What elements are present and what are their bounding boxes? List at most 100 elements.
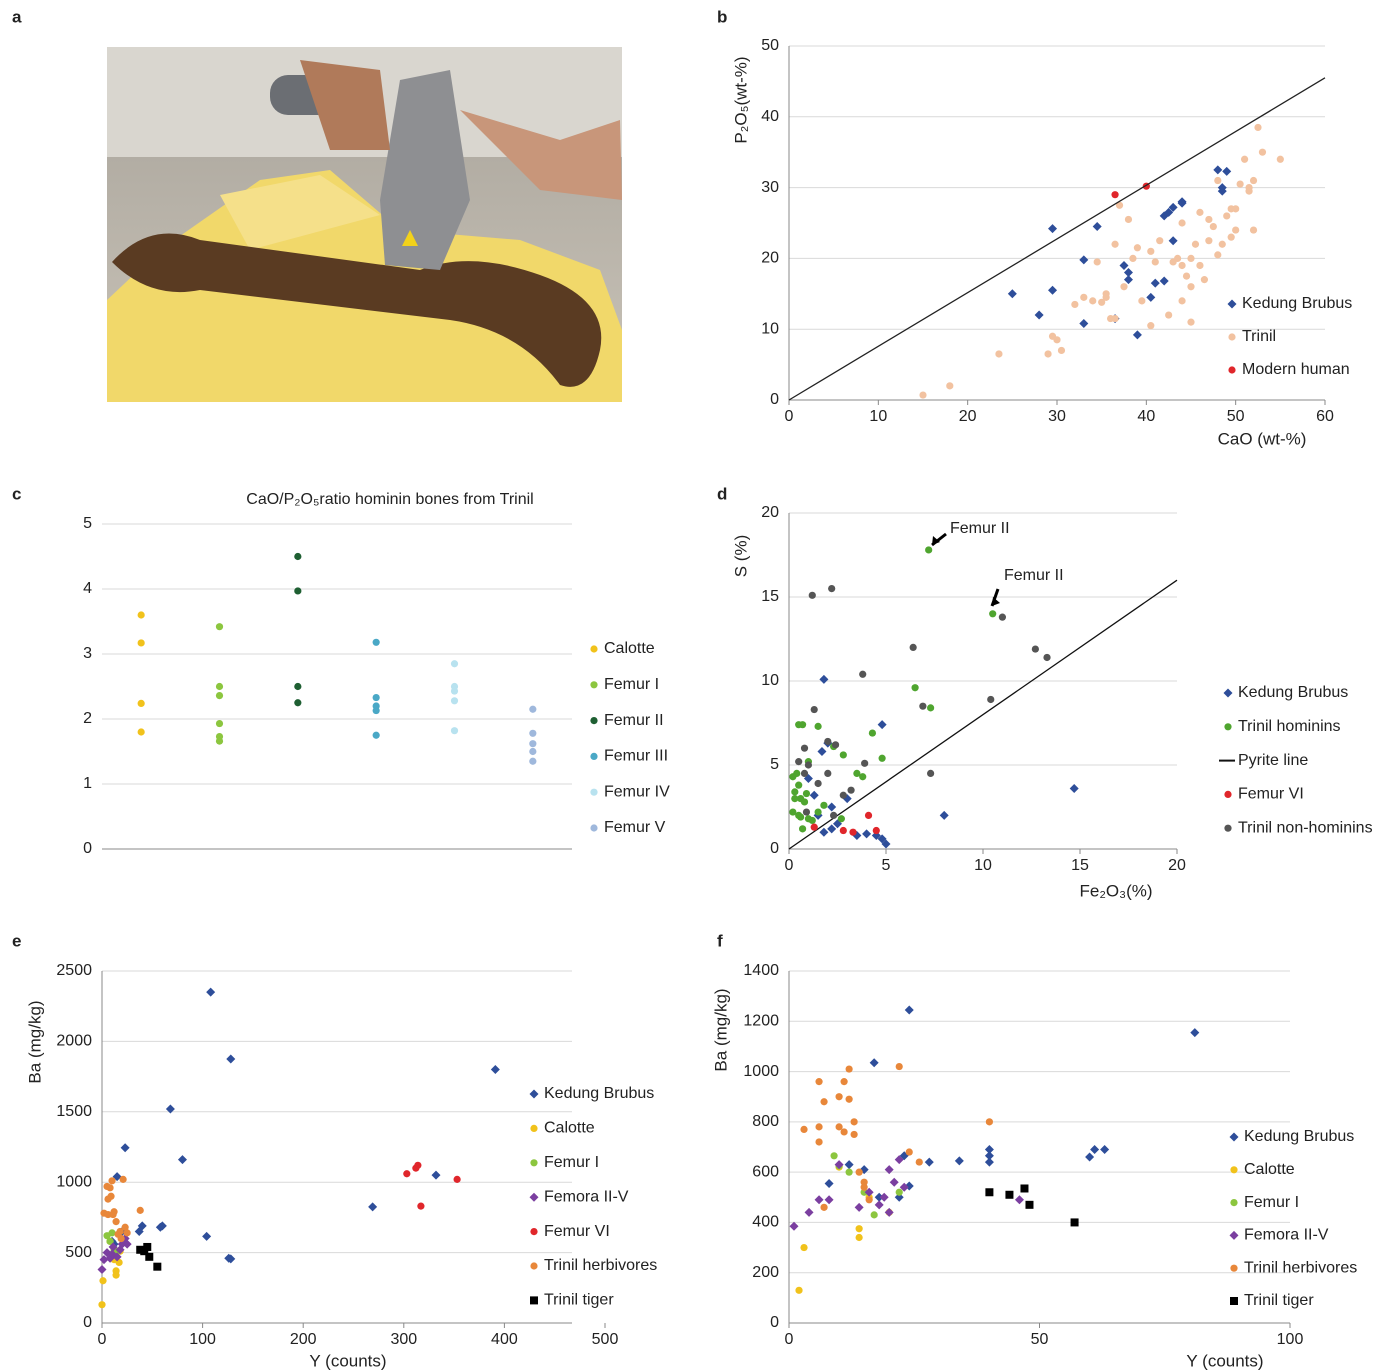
data-point <box>1044 350 1052 358</box>
data-point <box>136 1206 144 1214</box>
data-point <box>145 1252 154 1261</box>
data-point <box>1187 318 1195 326</box>
legend-label: Calotte <box>544 1120 595 1137</box>
annotation: Femur II <box>1004 567 1064 584</box>
data-point <box>802 789 811 798</box>
data-point <box>1222 166 1232 176</box>
data-point <box>789 808 797 816</box>
legend-label: Kedung Brubus <box>1238 684 1348 701</box>
data-point <box>1120 283 1128 291</box>
x-tick-label: 300 <box>390 1331 417 1348</box>
data-point <box>294 682 302 691</box>
legend-swatch <box>1224 824 1232 832</box>
legend-swatch <box>1229 1230 1239 1240</box>
x-tick-label: 10 <box>869 408 887 425</box>
data-point <box>870 1211 878 1219</box>
data-point <box>165 1104 175 1114</box>
data-point <box>835 1093 843 1101</box>
data-point <box>868 729 877 737</box>
panel-label: e <box>12 931 21 950</box>
data-point <box>109 1210 117 1219</box>
data-point <box>1205 215 1213 224</box>
data-point <box>874 1192 884 1202</box>
y-tick-label: 1400 <box>743 962 779 979</box>
data-point <box>1258 148 1267 156</box>
data-point <box>294 552 302 561</box>
data-point <box>998 613 1007 621</box>
data-point <box>453 1175 461 1183</box>
data-point <box>106 1237 114 1245</box>
data-point <box>820 1098 828 1106</box>
panel-label: a <box>12 7 22 26</box>
data-point <box>791 795 799 803</box>
data-point <box>1005 1190 1014 1199</box>
x-tick-label: 40 <box>1137 408 1155 425</box>
data-point <box>989 610 997 618</box>
data-point <box>810 823 818 831</box>
x-tick-label: 60 <box>1316 408 1334 425</box>
data-point <box>215 692 224 700</box>
data-point <box>1090 1145 1100 1155</box>
data-point <box>810 705 818 714</box>
data-point <box>1147 322 1155 330</box>
data-point <box>417 1202 425 1210</box>
data-point <box>1138 297 1146 305</box>
x-tick-label: 15 <box>1071 857 1089 874</box>
data-point <box>107 1192 115 1200</box>
data-point <box>804 761 813 769</box>
data-point <box>108 1177 116 1185</box>
data-point <box>1079 319 1089 329</box>
data-point <box>1085 1152 1095 1162</box>
y-axis-label: S (%) <box>731 535 750 578</box>
data-point <box>1123 268 1133 278</box>
legend-label: Femur V <box>604 819 666 836</box>
data-point <box>984 1145 994 1155</box>
data-point <box>1205 237 1213 245</box>
data-point <box>827 802 837 812</box>
data-point <box>1249 176 1258 185</box>
data-point <box>814 808 822 816</box>
data-point <box>1119 260 1129 270</box>
data-point <box>450 697 459 705</box>
data-point <box>1080 293 1088 301</box>
data-point <box>835 1123 843 1131</box>
data-point <box>1034 310 1044 320</box>
data-point <box>1092 222 1102 232</box>
data-point <box>153 1262 162 1271</box>
y-tick-label: 200 <box>752 1264 779 1281</box>
data-point <box>1070 1218 1079 1227</box>
data-point <box>954 1156 964 1166</box>
data-point <box>924 1157 934 1167</box>
data-point <box>798 825 807 833</box>
data-point <box>850 1118 858 1126</box>
data-point <box>294 587 302 595</box>
data-point <box>112 1271 120 1279</box>
data-point <box>1187 283 1195 291</box>
data-point <box>830 811 838 820</box>
data-point <box>1146 292 1156 302</box>
data-point <box>819 674 829 684</box>
data-point <box>104 1210 112 1219</box>
data-point <box>1111 191 1119 199</box>
data-point <box>985 1118 994 1126</box>
y-tick-label: 800 <box>752 1113 779 1130</box>
y-tick-label: 40 <box>761 108 779 125</box>
legend-swatch <box>590 645 598 653</box>
data-point <box>1254 123 1262 132</box>
data-point <box>899 1182 909 1192</box>
data-point <box>1048 224 1058 234</box>
data-point <box>919 702 927 710</box>
legend-swatch <box>1230 1264 1238 1272</box>
legend-label: Trinil hominins <box>1238 718 1341 735</box>
data-point <box>845 1065 853 1073</box>
data-point <box>889 1177 899 1187</box>
data-point <box>224 1253 234 1263</box>
legend-label: Femur II <box>604 712 664 729</box>
data-point <box>904 1005 914 1015</box>
data-point <box>1165 311 1173 319</box>
data-point <box>800 1125 808 1133</box>
data-point <box>872 826 880 835</box>
data-point <box>372 731 380 739</box>
y-tick-label: 1 <box>83 775 92 792</box>
